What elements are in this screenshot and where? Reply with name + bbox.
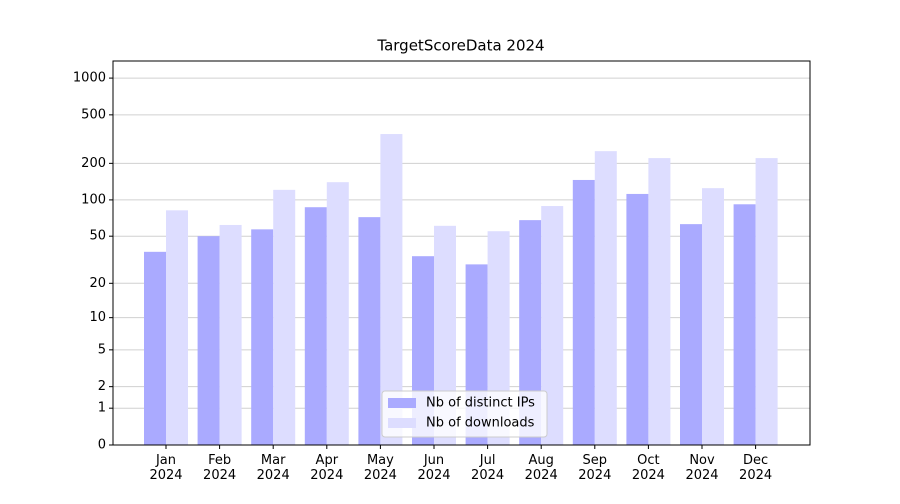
y-tick-label: 200 (81, 156, 106, 171)
bar (166, 210, 188, 445)
y-tick-label: 10 (89, 310, 106, 325)
x-tick-label-box: Dec 2024 (739, 453, 773, 483)
x-tick-label: Dec 2024 (739, 453, 773, 483)
bar (273, 189, 296, 445)
y-tick-label: 0 (98, 438, 106, 453)
bar (219, 224, 242, 445)
x-tick-label-box: Jul 2024 (471, 453, 505, 483)
x-tick-label: Nov 2024 (685, 453, 719, 483)
bar (519, 220, 542, 445)
x-tick-label: Apr 2024 (310, 453, 344, 483)
x-tick-label: Feb 2024 (203, 453, 237, 483)
bar (326, 182, 349, 446)
x-tick-label-box: Jun 2024 (417, 453, 451, 483)
bar (251, 229, 274, 445)
x-tick-label-box: Mar 2024 (256, 453, 290, 483)
legend-swatch (388, 398, 416, 408)
legend-box (381, 390, 548, 438)
bar (594, 151, 617, 446)
x-tick-label-box: Aug 2024 (524, 453, 558, 483)
x-tick-label-box: May 2024 (363, 453, 397, 483)
legend-label: Nb of distinct IPs (426, 396, 535, 411)
bar (733, 204, 756, 445)
y-tick-label: 50 (89, 229, 106, 244)
x-tick-label-box: Feb 2024 (203, 453, 237, 483)
x-tick-label-box: Oct 2024 (631, 453, 665, 483)
y-tick-label: 1 (98, 401, 106, 416)
bar (702, 188, 724, 445)
x-tick-label: Sep 2024 (578, 453, 612, 483)
bar (304, 207, 327, 445)
x-tick-label: May 2024 (363, 453, 397, 483)
bar (626, 193, 649, 445)
chart-title: TargetScoreData 2024 (376, 37, 544, 55)
plot-frame (112, 60, 811, 446)
legend-label: Nb of downloads (426, 416, 535, 431)
y-tick-label: 100 (81, 192, 106, 207)
bar (755, 158, 778, 445)
y-tick-label: 1000 (73, 71, 106, 86)
x-tick-label: Aug 2024 (524, 453, 558, 483)
y-tick-label: 2 (98, 379, 106, 394)
x-tick-label: Jun 2024 (417, 453, 451, 483)
y-tick-label: 20 (89, 276, 106, 291)
x-tick-label: Jan 2024 (149, 453, 183, 483)
bar (197, 236, 220, 445)
x-tick-label: Mar 2024 (256, 453, 290, 483)
bar (434, 225, 456, 445)
x-tick-label: Oct 2024 (631, 453, 665, 483)
bar (680, 224, 702, 445)
bar (541, 206, 564, 445)
bar (358, 217, 381, 445)
bar (380, 134, 403, 445)
x-tick-label: Jul 2024 (471, 453, 505, 483)
bar (572, 179, 595, 445)
x-tick-label-box: Jan 2024 (149, 453, 183, 483)
x-tick-label-box: Nov 2024 (685, 453, 719, 483)
legend-swatch (388, 418, 416, 428)
y-tick-label: 5 (98, 342, 106, 357)
y-tick-label: 500 (81, 107, 106, 122)
x-tick-label-box: Sep 2024 (578, 453, 612, 483)
x-tick-label-box: Apr 2024 (310, 453, 344, 483)
bar (144, 251, 166, 445)
bar (648, 158, 671, 445)
